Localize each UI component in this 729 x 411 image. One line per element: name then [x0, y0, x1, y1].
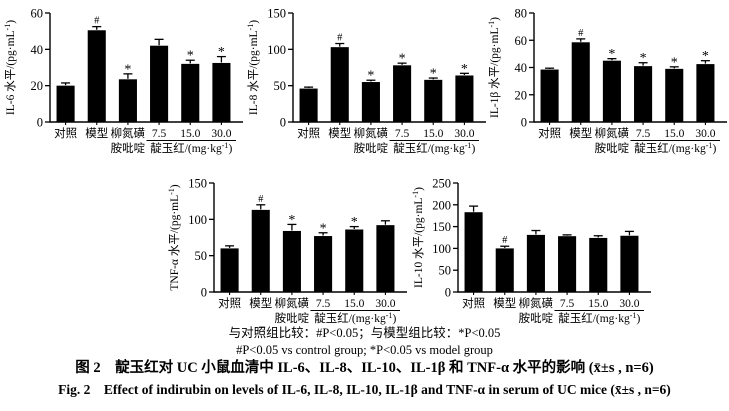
svg-text:靛玉红/(mg·kg-1): 靛玉红/(mg·kg-1)	[634, 141, 716, 155]
svg-text:7.5: 7.5	[560, 298, 575, 310]
svg-text:胺吡啶: 胺吡啶	[354, 141, 389, 155]
svg-text:对照: 对照	[538, 126, 561, 140]
svg-text:*: *	[702, 49, 709, 64]
svg-text:#: #	[94, 16, 100, 27]
svg-text:100: 100	[267, 43, 286, 57]
svg-text:模型: 模型	[85, 126, 108, 140]
svg-text:*: *	[124, 62, 131, 77]
svg-text:对照: 对照	[462, 296, 485, 310]
svg-text:*: *	[608, 47, 615, 62]
svg-text:200: 200	[432, 198, 451, 212]
svg-text:50: 50	[439, 264, 452, 278]
svg-text:IL-10 水平/(pg·mL-1): IL-10 水平/(pg·mL-1)	[411, 187, 425, 288]
svg-text:*: *	[430, 67, 437, 82]
svg-text:0: 0	[37, 116, 43, 130]
svg-text:#: #	[337, 33, 343, 44]
svg-text:150: 150	[267, 7, 286, 21]
svg-text:15.0: 15.0	[344, 298, 364, 310]
svg-text:80: 80	[515, 7, 528, 21]
svg-text:对照: 对照	[218, 296, 241, 310]
svg-text:*: *	[671, 55, 678, 70]
svg-text:15.0: 15.0	[664, 128, 684, 140]
svg-text:*: *	[461, 62, 468, 77]
chart-il6: 0 20 40 60 IL-6 水平/(pg·mL-1) 对照 # 模型 * 柳氮磺 7.5 * 15.…	[3, 7, 243, 155]
svg-text:7.5: 7.5	[636, 128, 651, 140]
svg-text:30.0: 30.0	[375, 298, 395, 310]
svg-text:60: 60	[31, 7, 44, 21]
svg-text:#: #	[502, 235, 508, 246]
svg-text:7.5: 7.5	[316, 298, 331, 310]
svg-text:TNF-α 水平/(pg·mL-1): TNF-α 水平/(pg·mL-1)	[167, 184, 181, 290]
svg-text:30.0: 30.0	[211, 128, 231, 140]
svg-text:*: *	[218, 45, 225, 60]
svg-text:*: *	[187, 49, 194, 64]
svg-text:250: 250	[432, 177, 451, 191]
chart-il8: 0 50 100 150 IL-8 水平/(pg·mL-1) 对照 # 模型 * 柳氮磺 * 7.5 *…	[246, 7, 486, 155]
svg-text:60: 60	[515, 34, 528, 48]
svg-text:40: 40	[515, 61, 528, 75]
svg-text:#: #	[578, 28, 584, 39]
svg-text:模型: 模型	[569, 126, 592, 140]
svg-text:柳氮磺: 柳氮磺	[595, 126, 630, 140]
svg-text:*: *	[288, 213, 295, 228]
figure-caption-en: Fig. 2 Effect of indirubin on levels of …	[58, 382, 671, 397]
svg-text:模型: 模型	[493, 296, 516, 310]
svg-text:IL-1β 水平/(pg·mL-1): IL-1β 水平/(pg·mL-1)	[487, 17, 501, 118]
svg-text:靛玉红/(mg·kg-1): 靛玉红/(mg·kg-1)	[558, 311, 640, 325]
svg-text:20: 20	[31, 79, 44, 93]
svg-text:100: 100	[432, 242, 451, 256]
svg-text:30.0: 30.0	[454, 128, 474, 140]
svg-text:靛玉红/(mg·kg-1): 靛玉红/(mg·kg-1)	[150, 141, 232, 155]
svg-text:50: 50	[195, 249, 208, 263]
svg-text:0: 0	[280, 116, 286, 130]
svg-text:30.0: 30.0	[619, 298, 639, 310]
svg-text:胺吡啶: 胺吡啶	[595, 141, 630, 155]
svg-text:IL-6 水平/(pg·mL-1): IL-6 水平/(pg·mL-1)	[3, 20, 17, 115]
svg-text:150: 150	[432, 220, 451, 234]
svg-text:对照: 对照	[54, 126, 77, 140]
svg-text:15.0: 15.0	[423, 128, 443, 140]
svg-text:*: *	[640, 51, 647, 66]
significance-note-cn: 与对照组比较：#P<0.05；与模型组比较：*P<0.05	[228, 326, 501, 340]
svg-text:*: *	[351, 215, 358, 230]
svg-text:0: 0	[445, 286, 451, 300]
svg-text:柳氮磺: 柳氮磺	[519, 296, 554, 310]
significance-notes: 与对照组比较：#P<0.05；与模型组比较：*P<0.05 #P<0.05 vs…	[0, 325, 729, 359]
svg-text:15.0: 15.0	[180, 128, 200, 140]
svg-text:胺吡啶: 胺吡啶	[111, 141, 146, 155]
svg-text:靛玉红/(mg·kg-1): 靛玉红/(mg·kg-1)	[393, 141, 475, 155]
svg-text:柳氮磺: 柳氮磺	[111, 126, 146, 140]
svg-text:0: 0	[201, 286, 207, 300]
svg-text:40: 40	[31, 43, 44, 57]
svg-text:7.5: 7.5	[152, 128, 167, 140]
svg-text:50: 50	[274, 79, 287, 93]
svg-text:模型: 模型	[328, 126, 351, 140]
chart-il10: 0 50 100 150 200 250 IL-10 水平/(pg·mL-1) 对照 # 模型 柳氮…	[411, 177, 651, 325]
svg-text:*: *	[367, 69, 374, 84]
svg-text:20: 20	[515, 88, 528, 102]
svg-text:胺吡啶: 胺吡啶	[275, 311, 310, 325]
chart-tnfa: 0 50 100 150 TNF-α 水平/(pg·mL-1) 对照 # 模型 * 柳氮磺 * 7.5…	[167, 177, 407, 325]
svg-text:靛玉红/(mg·kg-1): 靛玉红/(mg·kg-1)	[314, 311, 396, 325]
svg-text:*: *	[320, 221, 327, 236]
svg-text:模型: 模型	[249, 296, 272, 310]
chart-il1b: 0 20 40 60 80 IL-1β 水平/(pg·mL-1) 对照 # 模型 * 柳氮磺 * 7.5…	[487, 7, 727, 155]
svg-text:100: 100	[188, 213, 207, 227]
svg-text:30.0: 30.0	[695, 128, 715, 140]
svg-text:15.0: 15.0	[588, 298, 608, 310]
svg-text:0: 0	[521, 116, 527, 130]
svg-text:#: #	[258, 194, 264, 205]
figure-caption-cn: 图 2 靛玉红对 UC 小鼠血清中 IL-6、IL-8、IL-10、IL-1β …	[75, 360, 654, 376]
figure-caption: 图 2 靛玉红对 UC 小鼠血清中 IL-6、IL-8、IL-10、IL-1β …	[0, 357, 729, 401]
svg-text:柳氮磺: 柳氮磺	[275, 296, 310, 310]
svg-text:胺吡啶: 胺吡啶	[519, 311, 554, 325]
svg-text:*: *	[399, 52, 406, 67]
svg-text:150: 150	[188, 177, 207, 191]
svg-text:7.5: 7.5	[395, 128, 410, 140]
svg-text:柳氮磺: 柳氮磺	[354, 126, 389, 140]
svg-text:IL-8 水平/(pg·mL-1): IL-8 水平/(pg·mL-1)	[246, 20, 260, 115]
svg-text:对照: 对照	[297, 126, 320, 140]
significance-note-en: #P<0.05 vs control group; *P<0.05 vs mod…	[236, 343, 493, 357]
